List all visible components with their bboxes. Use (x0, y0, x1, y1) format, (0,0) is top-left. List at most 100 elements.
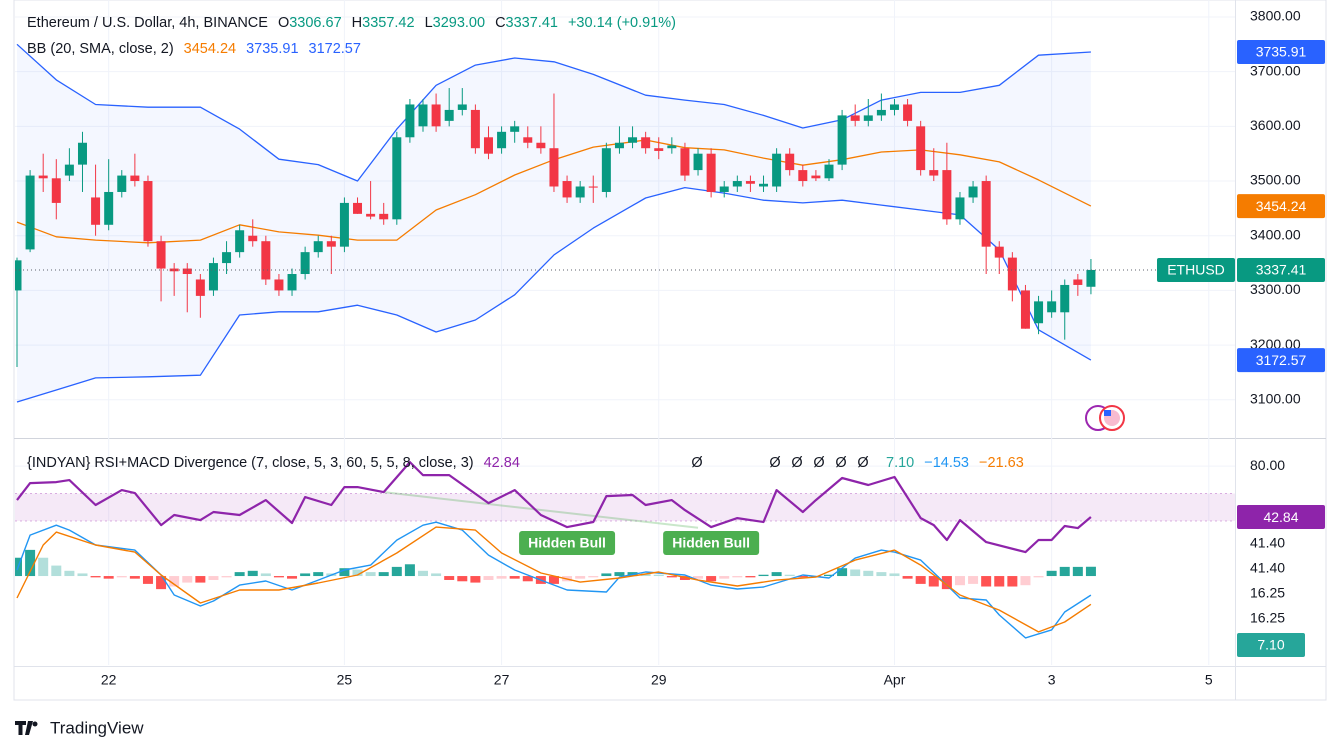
y-tick-label: 3300.00 (1250, 281, 1301, 297)
histogram-bar (719, 576, 730, 579)
histogram-bar (313, 572, 324, 577)
candle-body (51, 178, 61, 203)
candle-body (745, 181, 755, 184)
bb-value: 3454.24 (184, 41, 236, 57)
candle-body (497, 131, 507, 149)
rsi-line (16, 461, 1092, 554)
histogram-bar (38, 557, 49, 577)
legend-symbol: Ø (691, 455, 702, 471)
candle-body (274, 279, 284, 291)
histogram-bar (588, 576, 599, 578)
y-tick-label: 3600.00 (1250, 117, 1301, 133)
histogram-bar (142, 576, 153, 584)
candle-body (392, 137, 402, 220)
quote-name: L (425, 15, 433, 31)
bb-value: 3172.57 (309, 41, 361, 57)
candle-body (680, 148, 690, 176)
price-badge-label: ETHUSD (1167, 262, 1225, 278)
price-badge-label: 3337.41 (1256, 262, 1307, 278)
annotation-label: Hidden Bull (528, 535, 606, 551)
histogram-bar (968, 576, 979, 584)
quote-name: H (352, 15, 362, 31)
price-badge (1237, 40, 1325, 65)
candle-body (759, 183, 769, 187)
candle-body (182, 268, 192, 275)
y-tick-label: 3700.00 (1250, 62, 1301, 78)
histogram-bar (90, 576, 101, 578)
candle-body (654, 148, 664, 151)
candle-body (77, 142, 87, 165)
bb-legend: BB (20, SMA, close, 2) 3454.24 3735.91 3172… (27, 41, 361, 57)
histogram-bar (247, 570, 258, 577)
price-badge (1237, 257, 1325, 282)
quote-value: 3357.42 (362, 15, 414, 31)
histogram-bar (116, 576, 127, 578)
candle-body (143, 181, 153, 242)
candle-body (353, 202, 363, 214)
indicator-value: −14.53 (924, 455, 969, 471)
band-line (16, 43, 1091, 182)
macd-line (16, 526, 1092, 633)
histogram-bar (575, 576, 586, 579)
histogram-bar (706, 576, 717, 582)
candle-body (38, 175, 48, 179)
candle-body (208, 263, 218, 291)
histogram-bar (418, 570, 428, 577)
candle-body (1086, 269, 1096, 287)
candle-body (614, 142, 624, 149)
candle-body (942, 170, 952, 220)
candle-body (444, 109, 454, 121)
indicator-value: 7.10 (886, 455, 914, 471)
histogram-bar (837, 568, 848, 577)
histogram-bar (902, 576, 913, 579)
candle-body (824, 164, 834, 179)
quote-name: O (278, 15, 289, 31)
price-badge (1237, 505, 1325, 530)
candle-body (510, 126, 520, 132)
histogram-bar (994, 576, 1005, 587)
divergence-line (383, 491, 699, 529)
histogram-bar (509, 576, 520, 579)
candle-body (130, 175, 140, 182)
quote-value: 3293.00 (433, 15, 485, 31)
candle-body (195, 279, 205, 296)
histogram-bar (824, 574, 834, 577)
candle-body (889, 104, 899, 110)
histogram-bar (693, 576, 704, 579)
candle-body (549, 148, 559, 187)
histogram-bar (221, 576, 232, 578)
candle-body (798, 170, 808, 182)
candle-body (366, 213, 376, 217)
legend-symbol: Ø (857, 455, 868, 471)
histogram-bar (758, 574, 769, 577)
price-badge-label: 7.10 (1257, 637, 1284, 653)
histogram-bar (352, 569, 363, 577)
annotation-box (519, 531, 616, 555)
band-fill (17, 44, 1091, 403)
candle-body (588, 186, 598, 188)
candle-body (693, 153, 703, 171)
candle-body (562, 181, 572, 198)
candle-body (313, 241, 323, 253)
price-badge-label: 3454.24 (1256, 198, 1307, 214)
candle-body (929, 170, 939, 176)
candle-body (300, 252, 310, 275)
histogram-bar (771, 572, 782, 577)
candle-body (785, 153, 795, 171)
candle-body (641, 137, 651, 149)
candle-body (1047, 301, 1057, 313)
quote-value: 3306.67 (289, 15, 341, 31)
candle-body (667, 145, 677, 149)
candle-body (981, 181, 991, 247)
candle-body (104, 191, 114, 225)
candle-body (732, 181, 742, 187)
histogram-bar (496, 576, 507, 579)
histogram-bar (391, 566, 402, 577)
legend-symbol: Ø (813, 455, 824, 471)
candle-body (850, 115, 860, 121)
histogram-bar (850, 569, 861, 577)
price-pane (15, 43, 1235, 403)
candle-body (523, 137, 533, 143)
candle-body (169, 268, 179, 272)
